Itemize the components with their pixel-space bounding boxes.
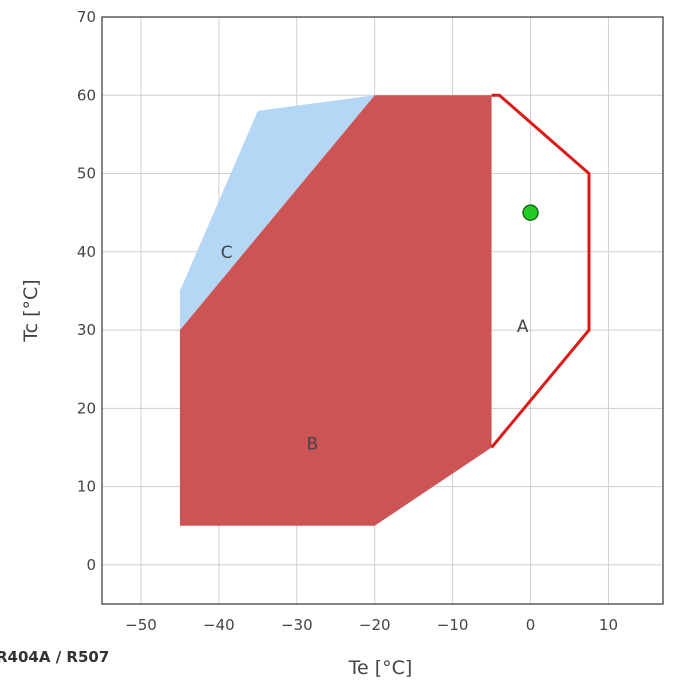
operating-point-marker — [522, 204, 539, 221]
region-a-label: A — [517, 317, 529, 337]
x-tick-label: −50 — [125, 616, 157, 634]
y-tick-label: 30 — [77, 321, 96, 339]
y-axis-title: Tc [°C] — [20, 279, 42, 342]
y-tick-label: 40 — [77, 243, 96, 261]
x-tick-label: −30 — [281, 616, 313, 634]
x-axis-title: Te [°C] — [348, 657, 413, 679]
x-tick-label: 0 — [526, 616, 536, 634]
x-tick-label: 10 — [599, 616, 618, 634]
x-tick-label: −20 — [359, 616, 391, 634]
plot-frame — [101, 16, 664, 605]
y-tick-label: 50 — [77, 165, 96, 183]
y-tick-label: 10 — [77, 478, 96, 496]
series-layer: C B A — [179, 93, 591, 526]
y-tick-label: 20 — [77, 399, 96, 417]
region-b-area — [179, 95, 492, 526]
x-tick-label: −40 — [203, 616, 235, 634]
tick-labels: −50 −40 −30 −20 −10 0 10 0 10 20 30 40 50 60 70 — [77, 8, 618, 634]
y-tick-label: 0 — [86, 556, 96, 574]
refrigerant-label: R404A / R507 — [0, 648, 110, 666]
region-c-label: C — [221, 243, 233, 263]
y-tick-label: 60 — [77, 86, 96, 104]
region-a-outline — [490, 93, 591, 449]
x-tick-label: −10 — [437, 616, 469, 634]
operating-point-layer — [522, 204, 539, 221]
y-tick-label: 70 — [77, 8, 96, 26]
region-b-label: B — [307, 435, 319, 455]
